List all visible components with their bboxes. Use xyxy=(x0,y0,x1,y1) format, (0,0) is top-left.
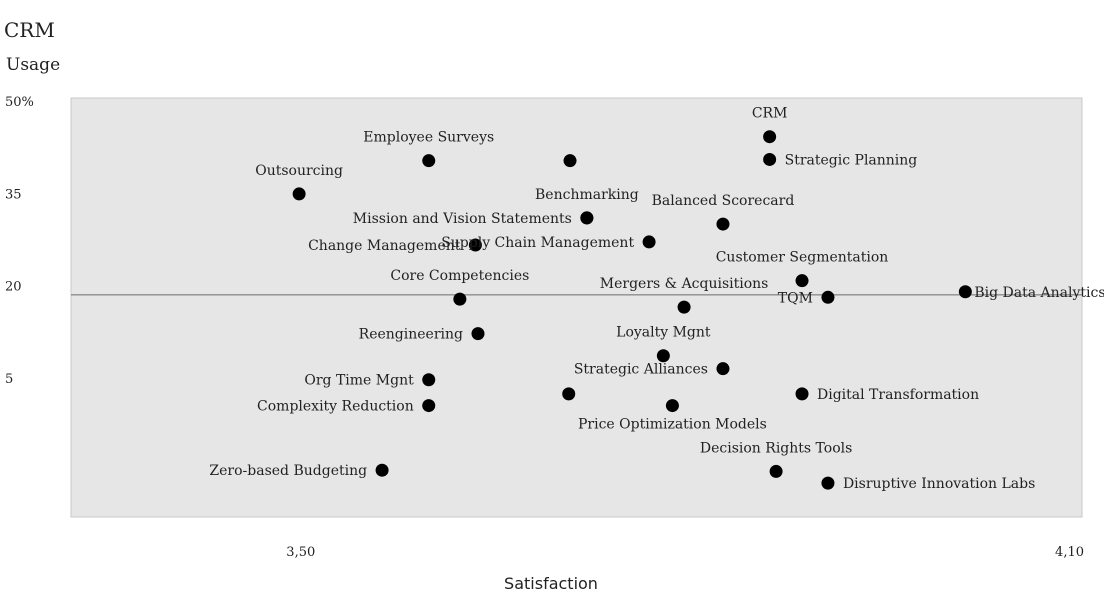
data-point xyxy=(716,362,730,376)
point-label: Balanced Scorecard xyxy=(652,193,795,209)
data-point xyxy=(763,152,777,166)
point-label: Benchmarking xyxy=(535,187,639,203)
data-point xyxy=(422,373,436,387)
data-point xyxy=(642,235,656,249)
point-label: Digital Transformation xyxy=(817,387,979,403)
data-point xyxy=(422,154,436,168)
x-tick-label: 3,50 xyxy=(286,545,315,560)
data-point xyxy=(375,463,389,477)
data-point xyxy=(958,285,972,299)
point-label: Supply Chain Management xyxy=(441,235,634,251)
point-label: Mission and Vision Statements xyxy=(353,211,572,227)
x-axis-label: Satisfaction xyxy=(504,574,598,593)
point-label: TQM xyxy=(778,290,813,306)
y-tick-label: 20 xyxy=(5,280,22,295)
point-label: Employee Surveys xyxy=(363,130,494,146)
y-tick-label: 35 xyxy=(5,187,22,202)
data-point xyxy=(763,130,777,144)
data-point xyxy=(795,387,809,401)
point-label: Zero-based Budgeting xyxy=(209,463,367,479)
point-label: Strategic Planning xyxy=(785,152,918,168)
y-axis-label: Usage xyxy=(6,55,60,75)
data-point xyxy=(769,464,783,478)
point-label: Change Management xyxy=(308,238,461,254)
data-point xyxy=(821,476,835,490)
y-tick-label: 5 xyxy=(5,372,13,387)
data-points xyxy=(292,130,972,490)
point-label: Decision Rights Tools xyxy=(700,440,852,456)
x-tick-labels: 3,50 4,10 xyxy=(286,545,1084,560)
point-label: Customer Segmentation xyxy=(716,250,889,266)
point-labels: CRM Strategic Planning Employee Surveys Out… xyxy=(209,106,1104,492)
point-label: Big Data Analytics xyxy=(974,285,1104,301)
chart-title: CRM xyxy=(4,18,55,42)
point-label: Org Time Mgnt xyxy=(304,373,414,389)
data-point xyxy=(562,387,576,401)
data-point xyxy=(292,187,306,201)
point-label: Price Optimization Models xyxy=(578,417,767,433)
data-point xyxy=(422,399,436,413)
data-point xyxy=(468,238,482,252)
point-label: CRM xyxy=(752,106,788,122)
point-label: Complexity Reduction xyxy=(257,399,414,415)
point-label: Reengineering xyxy=(359,327,463,343)
data-point xyxy=(656,349,670,363)
x-tick-label: 4,10 xyxy=(1055,545,1084,560)
point-label: Loyalty Mgnt xyxy=(616,325,711,341)
data-point xyxy=(453,292,467,306)
data-point xyxy=(563,154,577,168)
data-point xyxy=(677,300,691,314)
data-point xyxy=(821,290,835,304)
point-label: Strategic Alliances xyxy=(574,362,708,378)
y-tick-labels: 50% 35 20 5 xyxy=(5,95,34,387)
plot-area xyxy=(70,97,1083,518)
y-tick-label: 50% xyxy=(5,95,34,110)
data-point xyxy=(665,399,679,413)
data-point xyxy=(795,274,809,288)
point-label: Core Competencies xyxy=(390,268,529,284)
data-point xyxy=(580,211,594,225)
data-point xyxy=(471,327,485,341)
data-point xyxy=(716,217,730,231)
point-label: Disruptive Innovation Labs xyxy=(843,476,1035,492)
point-label: Outsourcing xyxy=(255,163,343,179)
point-label: Mergers & Acquisitions xyxy=(600,276,769,292)
